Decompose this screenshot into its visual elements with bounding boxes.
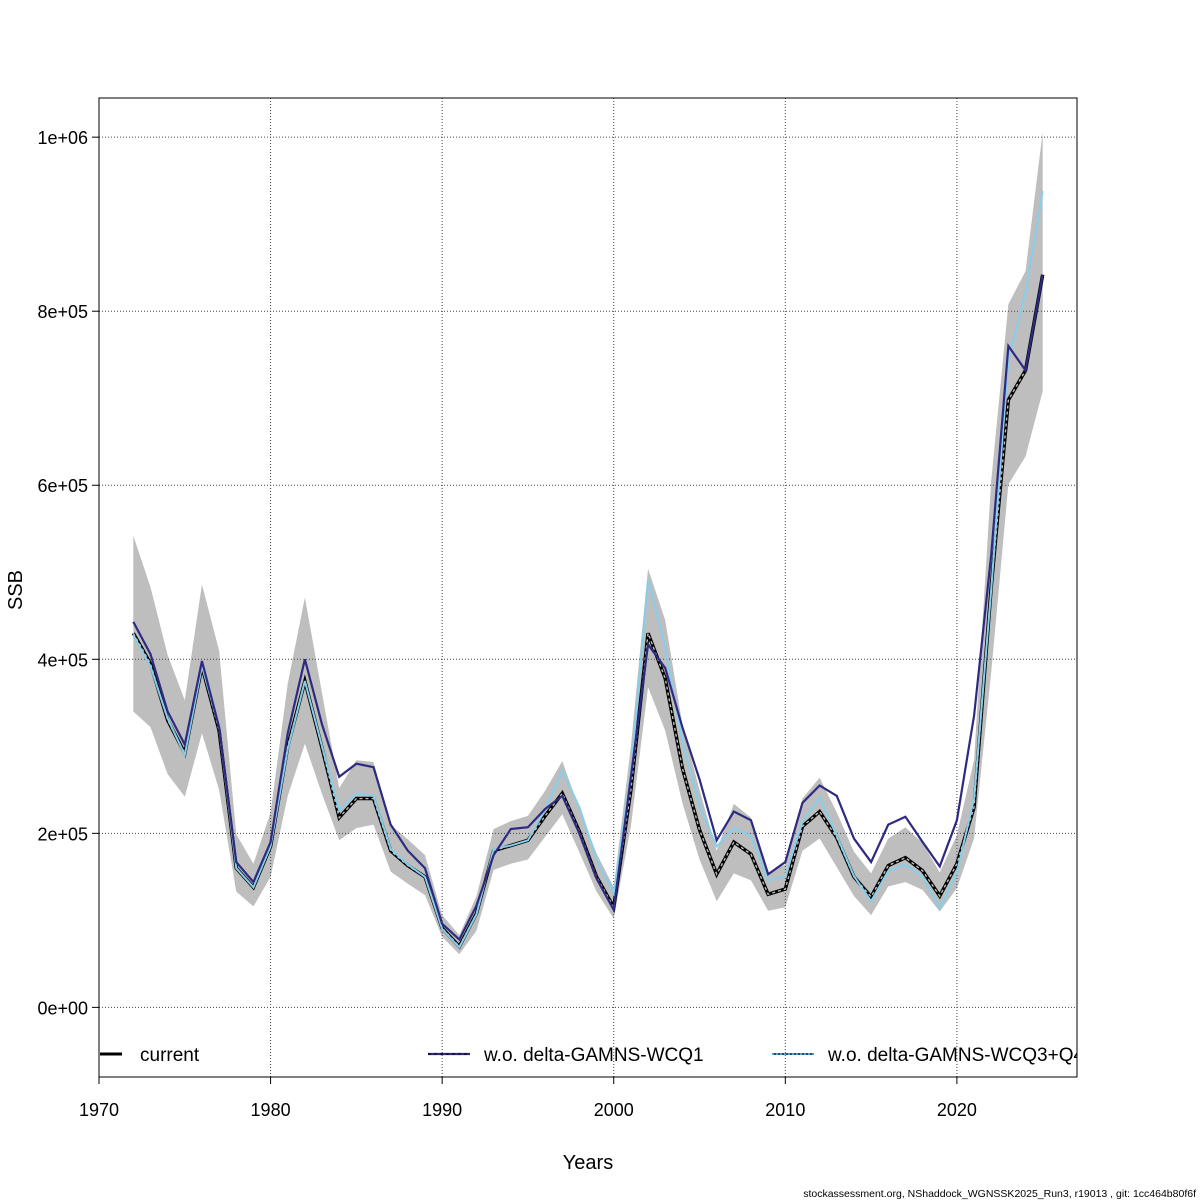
footer-caption: stockassessment.org, NShaddock_WGNSSK202… [803,1188,1196,1200]
x-axis-label: Years [563,1152,613,1174]
legend-items: current w.o. delta-GAMNS-WCQ1 w.o. delta-G… [100,1045,1084,1066]
x-tick-label: 2020 [937,1100,977,1120]
grid-layer [98,98,1077,1077]
x-tick-label: 1970 [79,1100,119,1120]
axis-layer: 1970 1980 1990 2000 2010 2020 0e+00 2e+05 4e+05 6… [37,128,976,1120]
y-tick-label: 0e+00 [37,998,88,1018]
y-tick-label: 4e+05 [37,650,88,670]
y-tick-label: 8e+05 [37,302,88,322]
series-line-wcq3q4 [132,190,1044,950]
legend-label: current [140,1045,200,1066]
y-tick-label: 1e+06 [37,128,88,148]
y-tick-label: 6e+05 [37,476,88,496]
legend-label: w.o. delta-GAMNS-WCQ1 [483,1045,704,1066]
x-tick-label: 1980 [251,1100,291,1120]
series-line-wcq1 [132,274,1044,942]
x-tick-label: 1990 [422,1100,462,1120]
x-tick-label: 2010 [765,1100,805,1120]
y-tick-label: 2e+05 [37,824,88,844]
y-axis-label: SSB [5,570,27,610]
series-line-current-inner [132,274,1044,948]
series-layer [131,190,1045,950]
x-tick-label: 2000 [594,1100,634,1120]
legend-label: w.o. delta-GAMNS-WCQ3+Q4 [827,1045,1084,1066]
legend: current w.o. delta-GAMNS-WCQ1 w.o. delta-G… [100,1045,1084,1066]
plot-frame [98,97,1078,1078]
